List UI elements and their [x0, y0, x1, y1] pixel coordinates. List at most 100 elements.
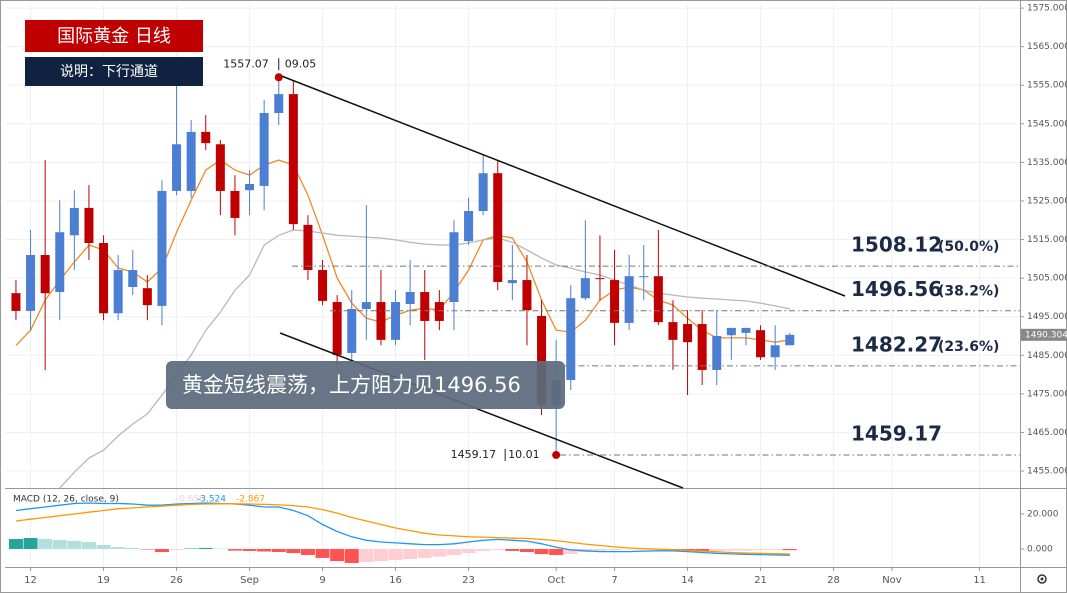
channel-lower	[279, 332, 684, 489]
candle-body	[186, 131, 196, 191]
subtitle-box	[25, 57, 203, 86]
candle-body	[361, 302, 371, 309]
level-pct: (50.0%)	[938, 239, 999, 255]
candle-body	[376, 302, 386, 340]
y2-tick-label: 20.000	[1027, 509, 1059, 519]
candle-body	[84, 207, 94, 244]
annotations: 1508.12(50.0%) 1496.56(38.2%) 1482.27(23.6…	[223, 57, 1020, 461]
level-value: 1459.17	[851, 421, 942, 445]
histogram-bar	[549, 549, 564, 555]
low-point	[552, 450, 561, 459]
x-tick-label: 19	[97, 575, 110, 586]
candle-body	[99, 243, 109, 314]
histogram-bar	[169, 549, 184, 551]
x-tick-label: Nov	[882, 575, 902, 586]
histogram-bar	[607, 549, 622, 551]
candle-body	[230, 190, 240, 218]
high-point	[274, 73, 283, 82]
candle-body	[245, 184, 255, 191]
histogram-bar	[782, 549, 797, 551]
histogram-bar	[519, 549, 534, 552]
histogram-bar	[111, 547, 126, 550]
histogram-bar	[140, 549, 155, 550]
histogram-bar	[738, 549, 753, 551]
chart-title: 国际黄金 日线	[57, 26, 171, 47]
level-pct: (23.6%)	[938, 339, 999, 355]
histogram-bar	[432, 549, 447, 557]
histogram-bar	[768, 549, 783, 551]
macd-legend-value: -3.524	[197, 495, 226, 505]
candle-body	[726, 327, 736, 336]
y-tick-label: 1565.000	[1027, 42, 1067, 52]
high-value: 1557.07	[223, 57, 269, 70]
y-tick-label: 1495.000	[1027, 312, 1067, 322]
candle-body	[332, 302, 342, 355]
candle-body	[11, 293, 21, 311]
x-tick-label: 12	[24, 575, 37, 586]
candle-body	[113, 270, 123, 314]
candle-body	[639, 276, 649, 278]
histogram-bar	[52, 540, 67, 550]
histogram-bar	[213, 548, 228, 550]
candle-body	[522, 280, 532, 311]
y-tick-label: 1505.000	[1027, 274, 1067, 284]
low-date: 10.01	[508, 448, 540, 461]
histogram-bar	[257, 549, 272, 552]
histogram-bar	[38, 539, 53, 550]
y-tick-label: 1485.000	[1027, 351, 1067, 361]
histogram-bar	[23, 537, 38, 550]
y2-tick-label: 0.000	[1027, 545, 1053, 555]
histogram-bar	[563, 549, 578, 555]
histogram-bar	[227, 549, 242, 551]
candle-body	[580, 278, 590, 299]
candle-body	[624, 276, 634, 323]
candle-body	[566, 298, 576, 380]
candle-body	[55, 232, 65, 293]
candle-body	[434, 302, 444, 321]
histogram-bar	[81, 542, 96, 550]
histogram-bar	[330, 549, 345, 562]
x-tick-label: Sep	[240, 575, 259, 586]
macd-legend-value: -2.867	[236, 495, 265, 505]
candle-body	[420, 292, 430, 321]
candle-body	[493, 173, 503, 282]
y-tick-label: 1475.000	[1027, 389, 1067, 399]
y-tick-label: 1455.000	[1027, 467, 1067, 477]
candle-body	[405, 292, 415, 304]
candle-body	[785, 334, 795, 346]
histogram-bar	[125, 547, 140, 550]
x-tick-label: 28	[827, 575, 840, 586]
candle-body	[128, 270, 138, 288]
histogram-bar	[709, 549, 724, 551]
histogram-bar	[198, 547, 213, 550]
x-tick-label: 9	[319, 575, 325, 586]
settings-icon[interactable]	[1037, 574, 1047, 584]
candle-body	[507, 280, 517, 284]
histogram-bar	[446, 549, 461, 555]
candle-body	[274, 94, 284, 114]
histogram-bar	[695, 549, 710, 551]
price-tag	[1021, 328, 1067, 341]
histogram-bar	[388, 549, 403, 561]
x-tick-label: 16	[389, 575, 402, 586]
candle-body	[464, 211, 474, 242]
candle-body	[259, 113, 269, 186]
macd-legend-value: -0.656	[176, 495, 205, 505]
chart-subtitle: 说明：下行通道	[60, 64, 158, 80]
y-tick-label: 1555.000	[1027, 81, 1067, 91]
histogram-bar	[534, 549, 549, 555]
x-tick-label: 14	[681, 575, 694, 586]
candle-body	[215, 144, 225, 191]
candle-body	[595, 278, 605, 280]
histogram-bar	[67, 540, 82, 550]
candle-body	[756, 330, 766, 358]
candle-body	[697, 324, 707, 370]
candle-body	[653, 276, 663, 323]
candle-body	[201, 131, 211, 144]
candle-body	[318, 270, 328, 301]
y-tick-label: 1535.000	[1027, 158, 1067, 168]
histogram-bar	[359, 549, 374, 562]
histogram-bar	[417, 549, 432, 558]
